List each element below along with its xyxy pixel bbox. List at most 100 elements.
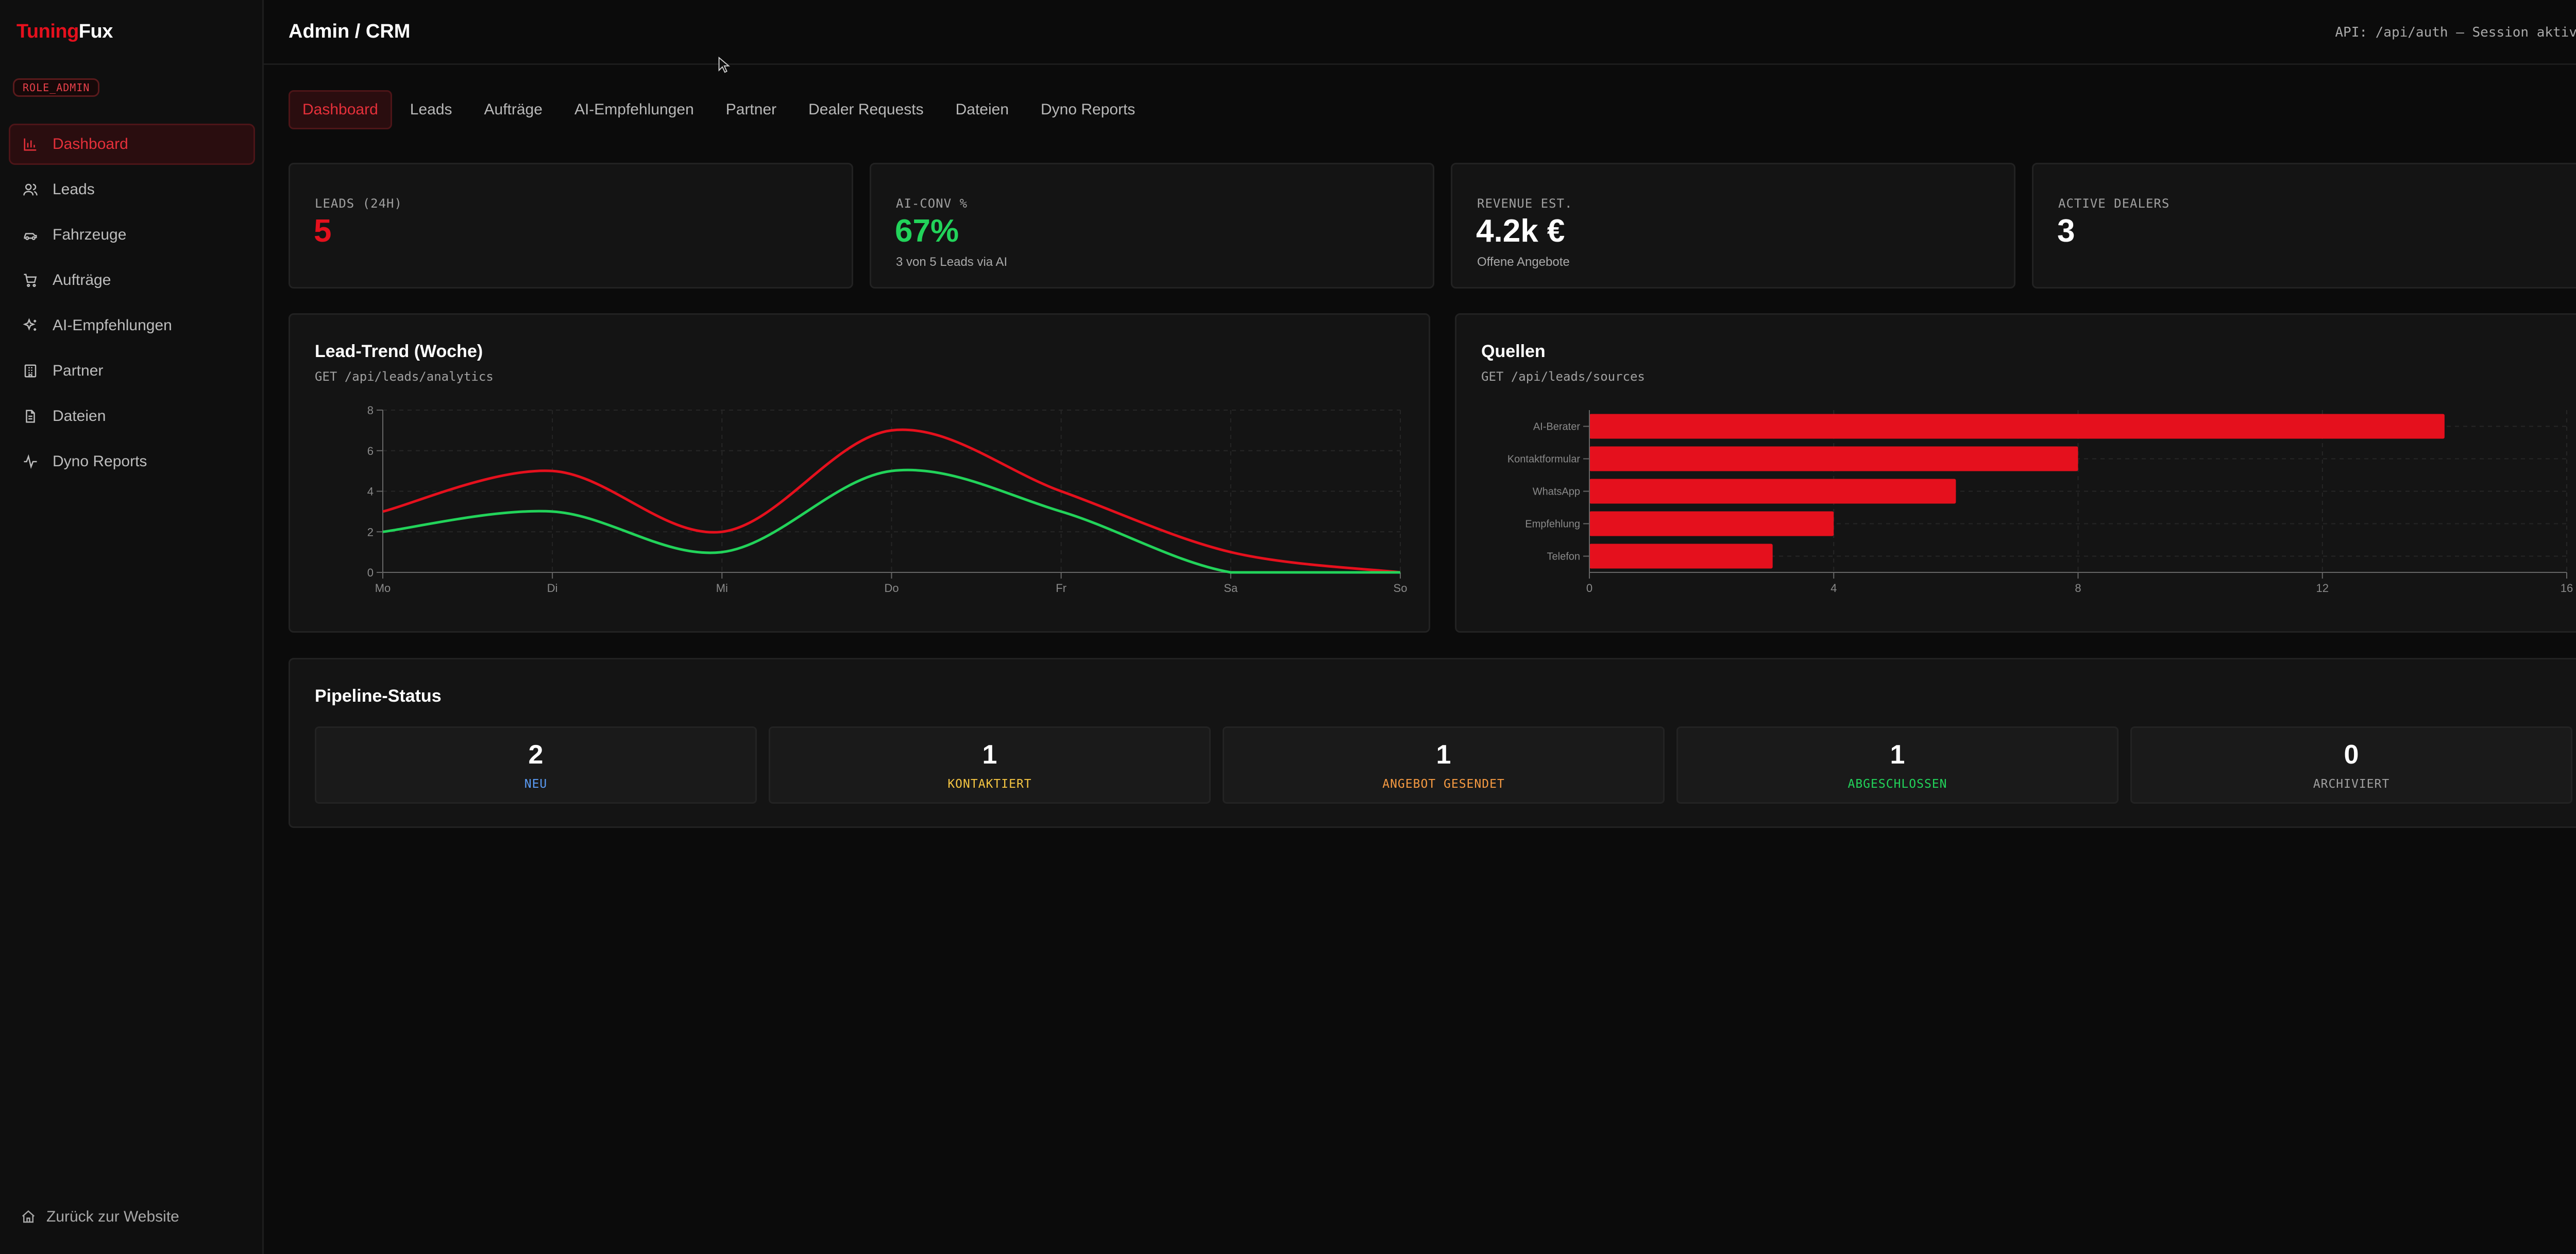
- x-tick-label: Fr: [1056, 582, 1066, 595]
- sidebar-item-ai-empfehlungen[interactable]: AI-Empfehlungen: [9, 305, 255, 346]
- building-icon: [24, 364, 37, 378]
- activity-icon: [24, 454, 37, 469]
- x-tick-label: Mi: [716, 582, 728, 595]
- x-tick-label: Di: [547, 582, 558, 595]
- y-tick-label: WhatsApp: [1533, 486, 1580, 498]
- stage-label: KONTAKTIERT: [947, 777, 1032, 791]
- kpi-card-leads: LEADS (24H) 5: [289, 163, 853, 289]
- sources-chart: 0 4 8 12 16 AI-Berater Kontaktformular WhatsApp…: [1507, 410, 2573, 595]
- brand-logo-part2: Fux: [78, 21, 113, 42]
- tab-dealer-requests[interactable]: Dealer Requests: [808, 101, 924, 118]
- tab-leads[interactable]: Leads: [410, 101, 452, 118]
- kpi-card-active-dealers: ACTIVE DEALERS 3: [2032, 163, 2576, 289]
- y-tick-label: AI-Berater: [1533, 421, 1580, 433]
- kpi-label: AI-CONV %: [896, 196, 968, 211]
- bar: [1589, 479, 1956, 504]
- y-tick-label: 0: [367, 566, 374, 579]
- kpi-label: REVENUE EST.: [1477, 196, 1573, 211]
- kpi-value: 5: [314, 213, 332, 249]
- stage-count: 0: [2344, 740, 2359, 770]
- tab-partner[interactable]: Partner: [725, 101, 777, 118]
- sidebar-item-label: Dyno Reports: [53, 453, 147, 470]
- tab-auftraege[interactable]: Aufträge: [484, 101, 543, 118]
- file-icon: [26, 410, 35, 423]
- role-badge: ROLE_ADMIN: [13, 78, 100, 97]
- page-title: Admin / CRM: [289, 21, 411, 42]
- lead-trend-chart: 0 2 4 6 8 Mo Di Mi Do Fr Sa So: [367, 404, 1408, 595]
- bar: [1589, 414, 2445, 439]
- pipeline-stage-abgeschlossen[interactable]: 1 ABGESCHLOSSEN: [1676, 726, 2119, 804]
- stage-label: ABGESCHLOSSEN: [1848, 777, 1947, 791]
- stage-label: ARCHIVIERT: [2313, 777, 2390, 791]
- pipeline-stage-archiviert[interactable]: 0 ARCHIVIERT: [2130, 726, 2572, 804]
- kpi-label: LEADS (24H): [315, 196, 402, 211]
- tab-bar: Dashboard Leads Aufträge AI-Empfehlungen…: [289, 90, 1149, 129]
- sources-title: Quellen: [1481, 342, 1546, 361]
- kpi-sub: Offene Angebote: [1477, 255, 1570, 269]
- sidebar-item-label: Dateien: [53, 408, 106, 425]
- x-tick-label: Mo: [375, 582, 391, 595]
- x-tick-label: So: [1394, 582, 1408, 595]
- y-tick-label: 8: [367, 404, 374, 417]
- users-icon: [23, 183, 38, 196]
- lead-trend-title: Lead-Trend (Woche): [315, 342, 483, 361]
- bar: [1589, 446, 2078, 471]
- stage-count: 1: [1436, 740, 1451, 770]
- sidebar-item-dateien[interactable]: Dateien: [9, 396, 255, 437]
- x-tick-label: 12: [2316, 582, 2329, 595]
- y-tick-label: Empfehlung: [1525, 519, 1580, 530]
- x-tick-label: Sa: [1224, 582, 1238, 595]
- sidebar-item-dashboard[interactable]: Dashboard: [9, 124, 255, 165]
- sidebar-item-label: Dashboard: [53, 135, 128, 152]
- sidebar-item-label: Aufträge: [53, 272, 111, 289]
- kpi-label: ACTIVE DEALERS: [2058, 196, 2170, 211]
- lead-trend-subtitle: GET /api/leads/analytics: [315, 369, 494, 384]
- bar: [1589, 511, 1834, 536]
- bar-chart-icon: [24, 138, 37, 151]
- mouse-cursor-icon: [718, 57, 730, 73]
- sidebar-nav: Dashboard Leads Fahrzeuge Aufträge AI-Em…: [9, 124, 255, 486]
- sources-subtitle: GET /api/leads/sources: [1481, 369, 1645, 384]
- kpi-card-revenue: REVENUE EST. 4.2k € Offene Angebote: [1451, 163, 2015, 289]
- tab-ai-empfehlungen[interactable]: AI-Empfehlungen: [574, 101, 694, 118]
- pipeline-stage-neu[interactable]: 2 NEU: [315, 726, 757, 804]
- cart-icon: [24, 274, 37, 287]
- brand-logo-part1: Tuning: [16, 21, 79, 42]
- sidebar-item-fahrzeuge[interactable]: Fahrzeuge: [9, 214, 255, 256]
- pipeline-stage-kontaktiert[interactable]: 1 KONTAKTIERT: [769, 726, 1211, 804]
- y-tick-label: Kontaktformular: [1507, 454, 1581, 465]
- kpi-value: 67%: [895, 213, 959, 249]
- brand-logo[interactable]: TuningFux: [16, 21, 113, 43]
- series-line-1: [382, 468, 1400, 574]
- pipeline-title: Pipeline-Status: [315, 686, 442, 706]
- x-tick-label: 4: [1831, 582, 1837, 595]
- sidebar-item-label: Leads: [53, 181, 95, 198]
- tab-dateien[interactable]: Dateien: [955, 101, 1009, 118]
- pipeline-stage-angebot-gesendet[interactable]: 1 ANGEBOT GESENDET: [1223, 726, 1665, 804]
- stage-count: 1: [982, 740, 997, 770]
- kpi-card-ai-conv: AI-CONV % 67% 3 von 5 Leads via AI: [870, 163, 1434, 289]
- stage-label: ANGEBOT GESENDET: [1382, 777, 1505, 791]
- sidebar-item-label: AI-Empfehlungen: [53, 317, 172, 334]
- api-status: API: /api/auth – Session aktiv: [2335, 25, 2576, 40]
- back-to-website-link[interactable]: Zurück zur Website: [21, 1208, 179, 1226]
- sidebar-item-auftraege[interactable]: Aufträge: [9, 260, 255, 301]
- sidebar-item-leads[interactable]: Leads: [9, 169, 255, 210]
- y-tick-label: 6: [367, 445, 374, 457]
- car-icon: [24, 233, 37, 240]
- kpi-value: 4.2k €: [1476, 213, 1565, 249]
- y-tick-label: Telefon: [1547, 551, 1581, 563]
- lead-trend-card: Lead-Trend (Woche) GET /api/leads/analyt…: [289, 313, 1430, 633]
- sidebar-item-dyno-reports[interactable]: Dyno Reports: [9, 441, 255, 482]
- tab-dyno-reports[interactable]: Dyno Reports: [1041, 101, 1136, 118]
- api-status-text: API: /api/auth – Session aktiv: [2335, 25, 2576, 40]
- kpi-sub: 3 von 5 Leads via AI: [896, 255, 1008, 269]
- back-to-website-label: Zurück zur Website: [46, 1208, 179, 1225]
- sources-card: Quellen GET /api/leads/sources 0 4 8 12 16 AI…: [1455, 313, 2576, 633]
- sidebar: TuningFux ROLE_ADMIN Dashboard Leads Fah…: [0, 0, 264, 1254]
- sidebar-item-partner[interactable]: Partner: [9, 350, 255, 392]
- y-tick-label: 2: [367, 526, 374, 538]
- tab-dashboard[interactable]: Dashboard: [289, 90, 392, 129]
- pipeline-card: Pipeline-Status 2 NEU 1 KONTAKTIERT 1 AN…: [289, 658, 2576, 828]
